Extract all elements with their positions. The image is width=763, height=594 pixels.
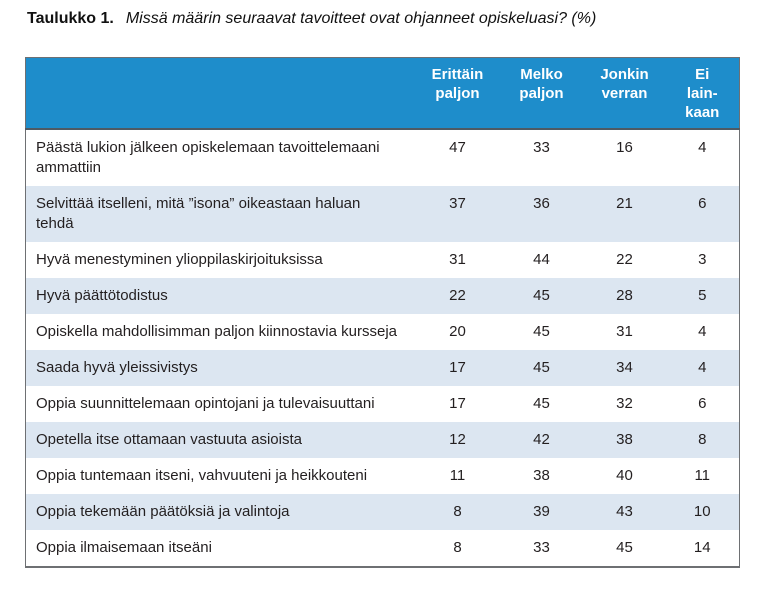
cell-value: 47 — [449, 139, 466, 156]
row-label: Selvittää itselleni, mitä ”isona” oikeas… — [36, 195, 361, 232]
table-row: Selvittää itselleni, mitä ”isona” oikeas… — [25, 186, 740, 242]
row-label: Opetella itse ottamaan vastuuta asioista — [36, 431, 302, 448]
cell-value: 45 — [533, 359, 550, 376]
cell-value: 4 — [698, 359, 707, 376]
cell-value: 8 — [698, 431, 707, 448]
cell-value: 14 — [693, 539, 711, 556]
header-row: Erittäin paljon Melko paljon Jonkin verr… — [25, 57, 740, 130]
row-label: Hyvä päättötodistus — [36, 287, 168, 304]
cell-value: 10 — [693, 503, 711, 520]
cell-value: 22 — [449, 287, 466, 304]
cell-value: 37 — [449, 195, 466, 212]
cell-value: 5 — [698, 287, 707, 304]
cell-value: 39 — [533, 503, 550, 520]
cell-value: 17 — [449, 359, 466, 376]
cell-value: 31 — [449, 251, 466, 268]
column-header-erittain-paljon: Erittäin paljon — [415, 57, 500, 130]
row-label: Päästä lukion jälkeen opiskelemaan tavoi… — [36, 139, 380, 176]
cell-value: 3 — [698, 251, 707, 268]
cell-value: 4 — [698, 323, 707, 340]
cell-value: 16 — [616, 139, 633, 156]
row-label: Oppia suunnittelemaan opintojani ja tule… — [36, 395, 375, 412]
cell-value: 43 — [616, 503, 633, 520]
table-caption: Taulukko 1. Missä määrin seuraavat tavoit… — [27, 8, 747, 29]
table-caption-question: Missä määrin seuraavat tavoitteet ovat o… — [125, 10, 597, 27]
cell-value: 11 — [449, 467, 466, 484]
cell-value: 28 — [616, 287, 633, 304]
cell-value: 8 — [453, 503, 462, 520]
table-row: Opiskella mahdollisimman paljon kiinnost… — [25, 314, 740, 350]
cell-value: 17 — [449, 395, 466, 412]
table-row: Oppia ilmaisemaan itseäni 8 33 45 14 — [25, 530, 740, 567]
cell-value: 11 — [694, 467, 711, 484]
row-label: Oppia tuntemaan itseni, vahvuuteni ja he… — [36, 467, 368, 484]
table-row: Oppia tuntemaan itseni, vahvuuteni ja he… — [25, 458, 740, 494]
table-row: Oppia suunnittelemaan opintojani ja tule… — [25, 386, 740, 422]
cell-value: 36 — [533, 195, 550, 212]
cell-value: 38 — [616, 431, 633, 448]
goals-table: Erittäin paljon Melko paljon Jonkin verr… — [25, 57, 740, 568]
cell-value: 22 — [616, 251, 633, 268]
table-row: Päästä lukion jälkeen opiskelemaan tavoi… — [25, 129, 740, 186]
cell-value: 34 — [616, 359, 633, 376]
table-row: Saada hyvä yleissivistys 17 45 34 4 — [25, 350, 740, 386]
table-row: Hyvä menestyminen ylioppilaskirjoituksis… — [25, 242, 740, 278]
row-label: Opiskella mahdollisimman paljon kiinnost… — [36, 323, 397, 340]
cell-value: 45 — [616, 539, 633, 556]
cell-value: 31 — [616, 323, 633, 340]
cell-value: 32 — [616, 395, 633, 412]
cell-value: 21 — [616, 195, 633, 212]
table-row: Opetella itse ottamaan vastuuta asioista… — [25, 422, 740, 458]
cell-value: 40 — [616, 467, 633, 484]
column-header-jonkin-verran: Jonkin verran — [583, 57, 666, 130]
row-label: Oppia ilmaisemaan itseäni — [36, 539, 212, 556]
table-row: Oppia tekemään päätöksiä ja valintoja 8 … — [25, 494, 740, 530]
cell-value: 42 — [533, 431, 550, 448]
column-header-ei-lainkaan: Ei lain- kaan — [665, 57, 740, 130]
column-header-melko-paljon: Melko paljon — [499, 57, 584, 130]
row-label: Oppia tekemään päätöksiä ja valintoja — [36, 503, 290, 520]
row-label: Hyvä menestyminen ylioppilaskirjoituksis… — [36, 251, 323, 268]
cell-value: 45 — [533, 395, 550, 412]
cell-value: 20 — [449, 323, 466, 340]
cell-value: 45 — [533, 287, 550, 304]
cell-value: 33 — [533, 539, 550, 556]
cell-value: 4 — [698, 139, 707, 156]
cell-value: 38 — [533, 467, 550, 484]
cell-value: 6 — [698, 395, 707, 412]
table-caption-label: Taulukko 1. — [27, 10, 114, 27]
cell-value: 45 — [533, 323, 550, 340]
cell-value: 12 — [449, 431, 466, 448]
row-label: Saada hyvä yleissivistys — [36, 359, 198, 376]
cell-value: 44 — [533, 251, 550, 268]
table-row: Hyvä päättötodistus 22 45 28 5 — [25, 278, 740, 314]
header-empty-cell — [25, 57, 416, 130]
cell-value: 33 — [533, 139, 550, 156]
cell-value: 6 — [698, 195, 707, 212]
cell-value: 8 — [453, 539, 462, 556]
